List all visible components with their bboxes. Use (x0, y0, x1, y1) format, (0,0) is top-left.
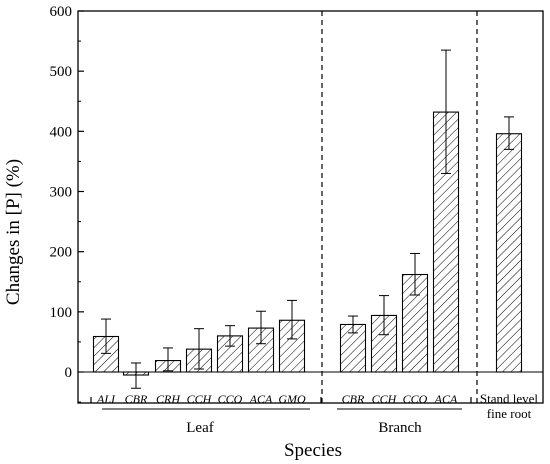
bar (495, 133, 523, 373)
category-label: ACA (249, 392, 273, 406)
labels-layer: ALI CBR CRH CCH CCO ACA GMO Leaf CBR CCH CCO ACA Bra… (96, 391, 538, 436)
y-tick-label: 200 (50, 245, 73, 261)
group-label: Leaf (186, 420, 213, 436)
group-label: Branch (378, 420, 422, 436)
y-tick-label: 0 (65, 365, 73, 381)
group-label: Stand level (480, 391, 539, 406)
category-label: CCO (403, 392, 428, 406)
category-label: CCH (187, 392, 213, 406)
category-label: CBR (342, 392, 365, 406)
y-tick-label: 600 (50, 4, 73, 20)
group-label: fine root (487, 406, 532, 421)
category-label: CCO (218, 392, 243, 406)
y-tick-label: 400 (50, 124, 73, 140)
y-axis-title: Changes in [P] (%) (3, 159, 24, 305)
x-axis-title: Species (284, 440, 342, 461)
y-tick-label: 100 (50, 305, 73, 321)
plot-frame (77, 10, 544, 404)
category-label: CRH (156, 392, 181, 406)
category-label: ALI (96, 392, 116, 406)
category-label: GMO (278, 392, 306, 406)
category-label: CBR (125, 392, 148, 406)
bars-layer (92, 49, 523, 389)
category-label: CCH (372, 392, 398, 406)
category-label: ACA (434, 392, 458, 406)
y-tick-label: 500 (50, 64, 73, 80)
y-tick-label: 300 (50, 185, 73, 201)
